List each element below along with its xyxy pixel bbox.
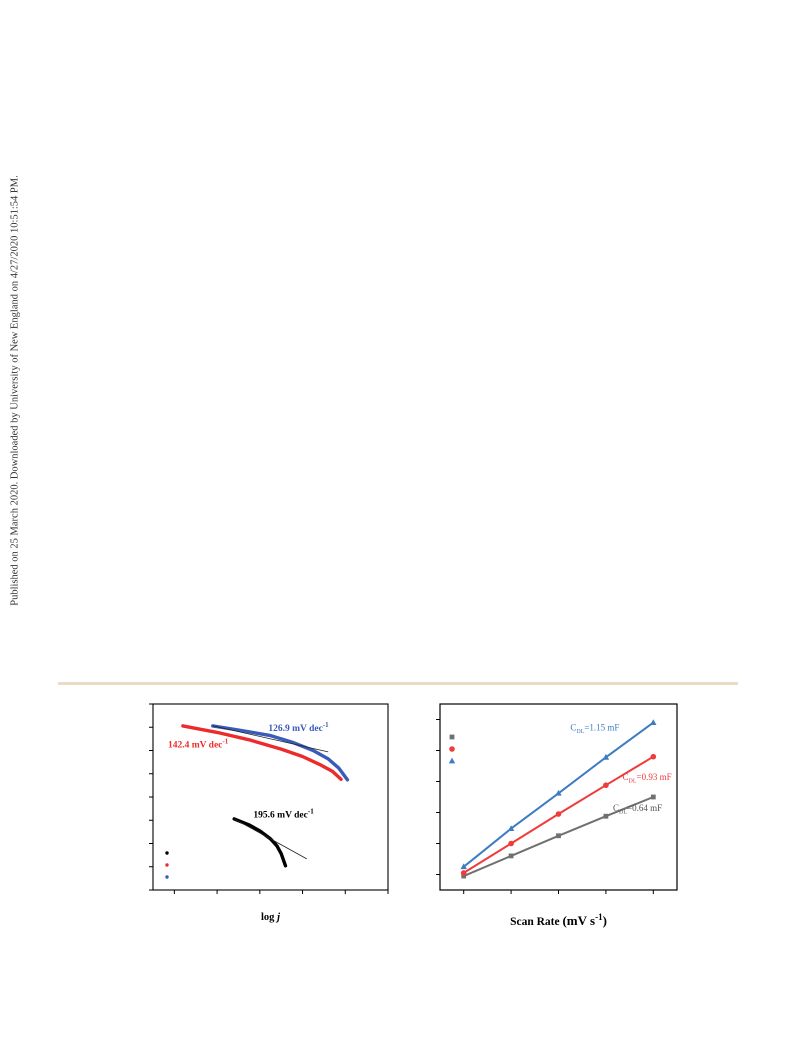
data-point-swnts	[650, 753, 657, 760]
data-point-swnts	[603, 782, 609, 789]
slope-annotation-a: 126.9 mV dec-1	[268, 721, 329, 734]
data-point-swnts-pedot	[650, 719, 657, 725]
capacitance-annotation-value: =0.93 mF	[637, 772, 672, 782]
slope-annotation-text: 195.6 mV dec	[253, 810, 307, 820]
data-point-pedot	[461, 873, 467, 879]
legend-marker-b	[449, 734, 455, 740]
capacitance-annotation: CDL=0.64 mF	[613, 803, 662, 816]
section-divider	[58, 682, 738, 685]
data-point-swnts-pedot	[460, 863, 467, 870]
slope-annotation-a: 142.4 mV dec-1	[168, 738, 229, 751]
data-point-swnts	[555, 811, 562, 817]
data-point-pedot	[508, 853, 514, 859]
capacitance-annotation-sub: DL	[619, 809, 627, 815]
data-point-swnts	[460, 870, 467, 876]
capacitance-annotation-value: =1.15 mF	[584, 722, 619, 732]
x-axis-label-a: log j	[261, 912, 280, 923]
capacitance-annotation-main: C	[622, 772, 628, 782]
x-axis-label-b-unit: (mV s	[562, 913, 595, 928]
data-point-swnts-pedot	[555, 789, 562, 796]
slope-annotation-text: 142.4 mV dec	[168, 741, 222, 751]
slope-annotation-sup: -1	[222, 738, 228, 746]
data-point-pedot	[556, 833, 561, 839]
legend-marker-a	[165, 875, 169, 879]
x-axis-label-a-italic: j	[275, 912, 280, 923]
publication-note-text: Published on 25 March 2020. Downloaded b…	[9, 174, 21, 606]
capacitance-annotation-value: =0.64 mF	[627, 803, 662, 813]
slope-annotation-sup: -1	[308, 807, 314, 815]
x-axis-label-b-close: )	[603, 913, 607, 928]
data-point-pedot	[650, 794, 656, 800]
x-axis-label-b-sup: -1	[595, 912, 603, 922]
x-axis-label-b-main: Scan Rate	[510, 916, 562, 928]
fit-line-a	[233, 818, 308, 860]
slope-annotation-text: 126.9 mV dec	[268, 724, 322, 734]
legend-marker-b	[449, 746, 455, 752]
capacitance-annotation: CDL=1.15 mF	[570, 722, 619, 735]
legend-marker-b	[448, 757, 456, 764]
capacitance-annotation-main: C	[613, 803, 619, 813]
capacitance-annotation-main: C	[570, 722, 576, 732]
data-point-swnts	[508, 840, 514, 847]
sidebar-publication-note: Published on 25 March 2020. Downloaded b…	[5, 150, 25, 630]
x-axis-label-a-main: log	[261, 912, 277, 923]
fit-line-a	[281, 748, 316, 763]
slope-annotation-sup: -1	[323, 721, 329, 729]
series-line-swnts-pedot	[211, 724, 350, 782]
data-point-swnts-pedot	[602, 753, 610, 760]
legend-marker-a	[165, 851, 169, 855]
data-point-pedot	[603, 813, 609, 819]
capacitance-annotation-sub: DL	[576, 729, 584, 735]
slope-annotation-a: 195.6 mV dec-1	[253, 807, 314, 820]
capacitance-annotation-sub: DL	[629, 778, 637, 784]
legend-marker-a	[165, 863, 169, 867]
capacitance-annotation: CDL=0.93 mF	[622, 772, 671, 785]
data-point-swnts-pedot	[507, 825, 515, 832]
fit-line-a	[212, 725, 329, 753]
x-axis-label-b: Scan Rate (mV s-1)	[510, 912, 607, 928]
series-line-pedot	[232, 817, 288, 868]
